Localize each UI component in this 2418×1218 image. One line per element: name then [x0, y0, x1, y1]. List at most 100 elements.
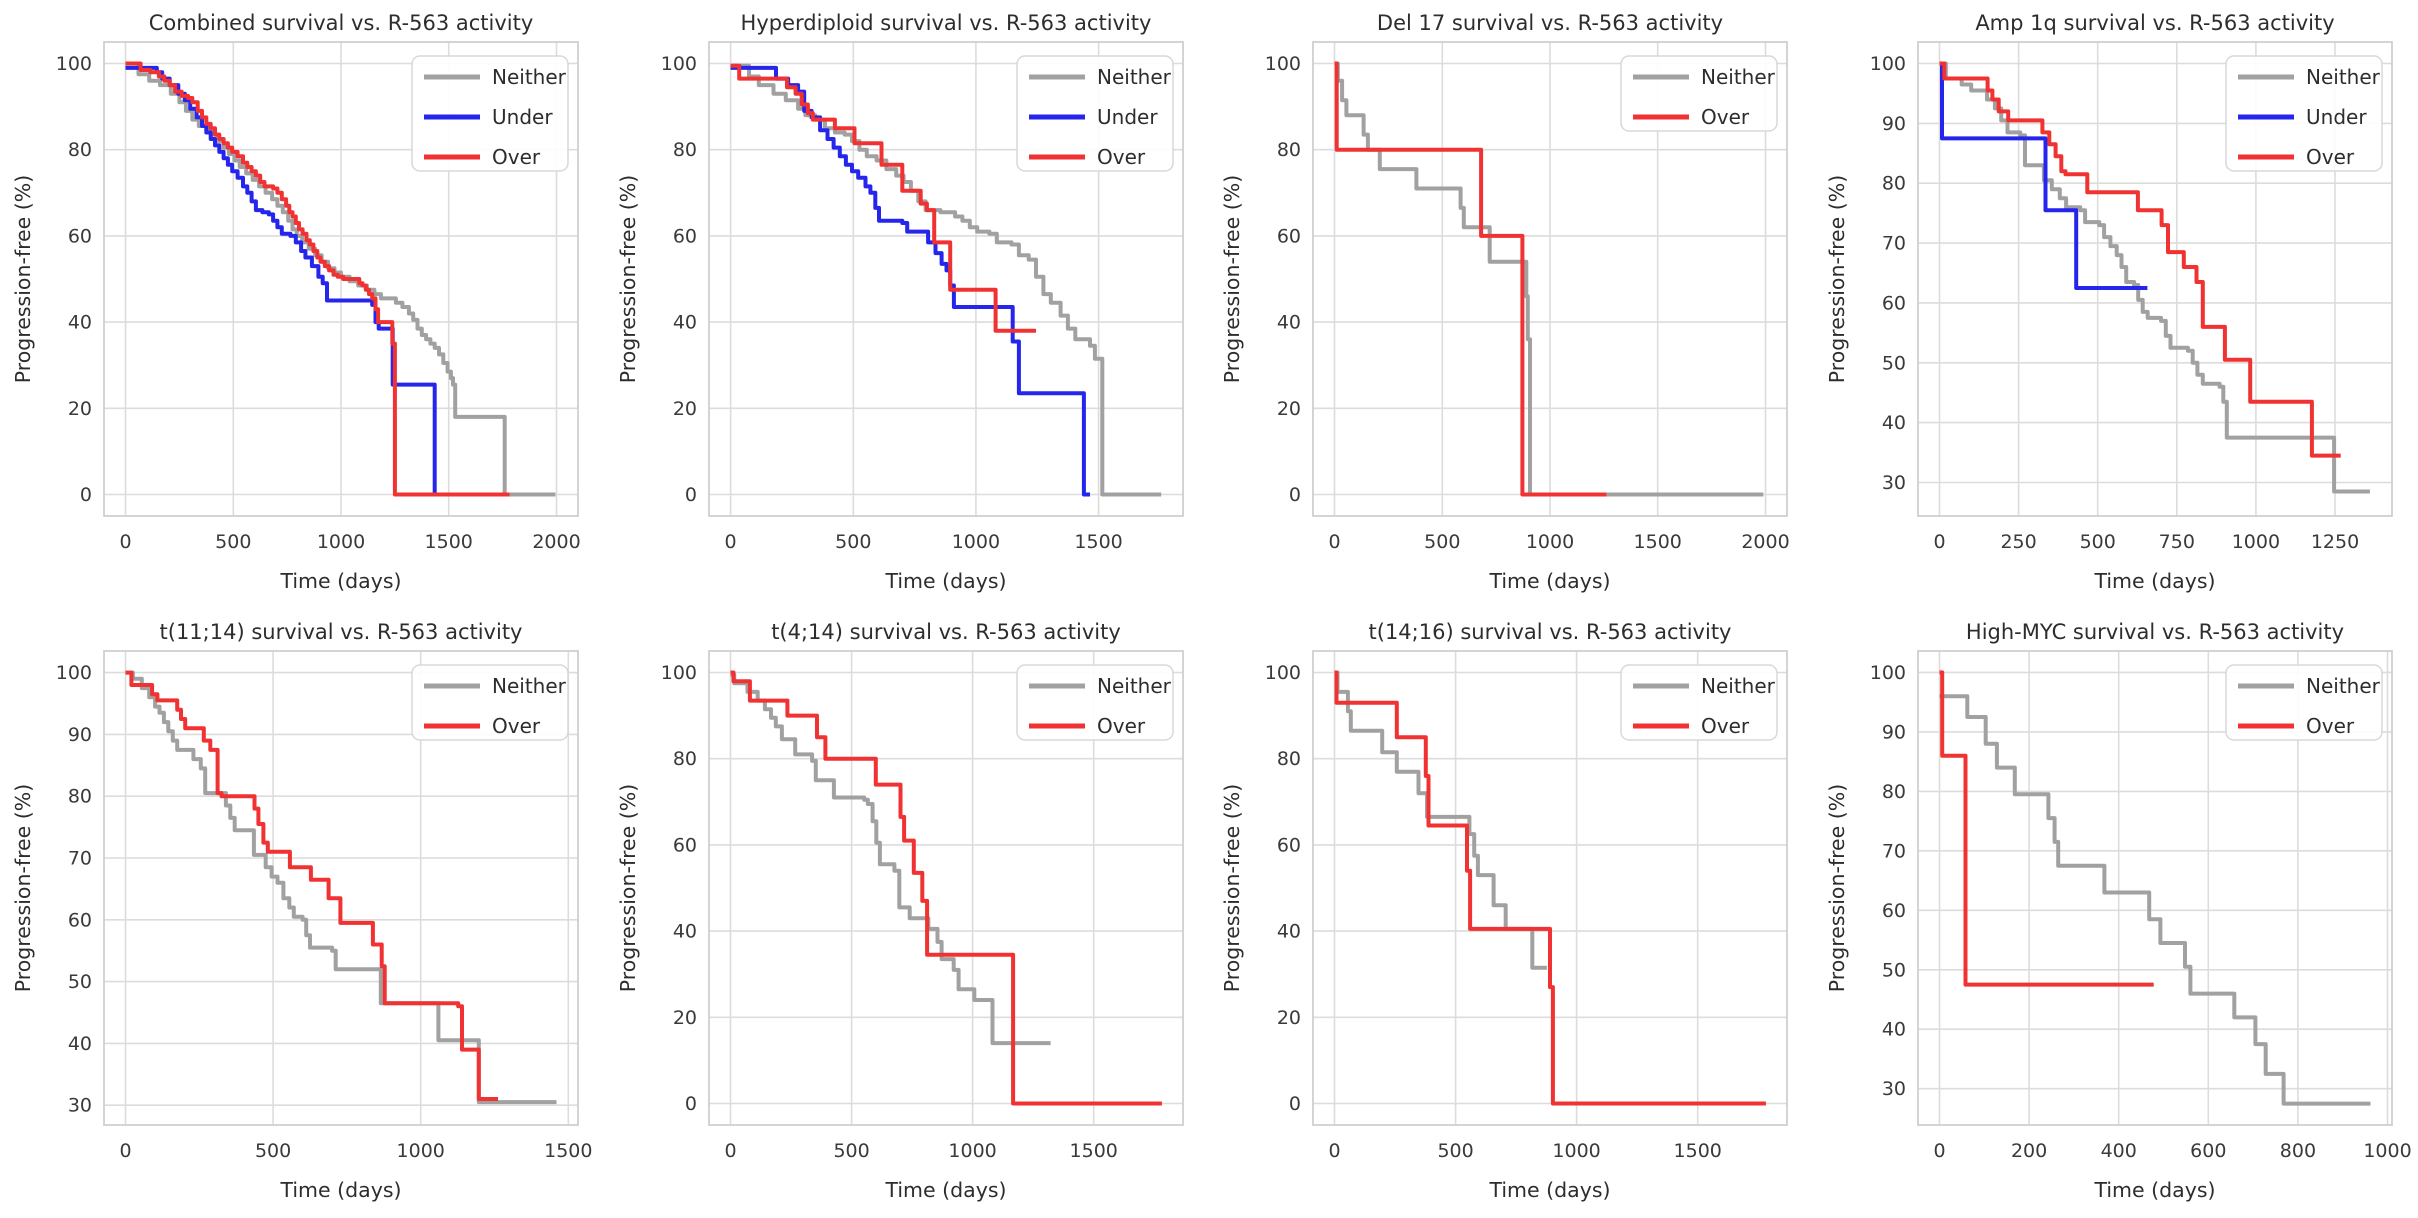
x-tick-label: 1500 [1069, 1140, 1117, 1162]
x-tick-label: 1000 [397, 1140, 445, 1162]
y-tick-label: 0 [1289, 484, 1301, 506]
curve-over-t14-16 [1334, 670, 1766, 1106]
legend-label-over: Over [492, 145, 541, 169]
x-tick-label: 500 [835, 531, 871, 553]
chart-canvas-t4-14: 0 500 1000 1500 0 20 40 60 80 100 t(4;14) survival… [616, 620, 1184, 1202]
y-tick-label: 100 [56, 53, 92, 75]
chart-title: t(14;16) survival vs. R-563 activity [1369, 620, 1732, 644]
y-tick-label: 50 [68, 971, 92, 993]
curve-under-combined [125, 65, 437, 495]
y-tick-label: 90 [68, 724, 92, 746]
chart-title: Del 17 survival vs. R-563 activity [1377, 11, 1723, 35]
y-tick-label: 40 [68, 312, 92, 334]
x-tick-label: 500 [1424, 531, 1460, 553]
y-tick-label: 80 [1881, 781, 1905, 803]
x-tick-label: 1500 [1074, 531, 1122, 553]
chart-title: High-MYC survival vs. R-563 activity [1965, 620, 2343, 644]
chart-title: t(4;14) survival vs. R-563 activity [771, 620, 1121, 644]
legend: Neither Over [1015, 664, 1174, 741]
x-tick-label: 1250 [2310, 531, 2358, 553]
x-tick-label: 1500 [1634, 531, 1682, 553]
curve-neither-t14-16 [1334, 670, 1547, 970]
plot-border [1312, 650, 1788, 1126]
legend: Neither Under Over [2224, 55, 2383, 172]
legend: Neither Over [2224, 664, 2383, 741]
curve-over-t4-14 [730, 670, 1162, 1106]
y-tick-label: 70 [68, 848, 92, 870]
curve-over-del17 [1334, 61, 1607, 497]
subplot-hyperdiploid: 0 500 1000 1500 0 20 40 60 80 100 Hyperdiploid sur… [605, 0, 1210, 609]
y-tick-label: 80 [672, 139, 696, 161]
y-axis-label: Progression-free (%) [1825, 784, 1849, 993]
y-tick-label: 40 [1881, 412, 1905, 434]
y-axis-label: Progression-free (%) [616, 175, 640, 384]
y-tick-label: 60 [1881, 900, 1905, 922]
y-tick-label: 0 [80, 484, 92, 506]
x-tick-label: 1500 [1674, 1140, 1722, 1162]
subplot-combined: 0 500 1000 1500 2000 0 20 40 60 80 100 Combined sur… [0, 0, 605, 609]
y-tick-label: 50 [1881, 352, 1905, 374]
y-tick-label: 40 [672, 921, 696, 943]
curve-under-amp1q [1939, 61, 2147, 290]
x-tick-label: 600 [2190, 1140, 2226, 1162]
legend: Neither Over [411, 664, 569, 741]
legend-label-neither: Neither [492, 65, 567, 89]
legend-label-neither: Neither [1701, 65, 1776, 89]
x-tick-label: 2000 [1741, 531, 1789, 553]
x-tick-label: 0 [724, 531, 736, 553]
legend-label-over: Over [1097, 714, 1146, 738]
x-tick-label: 0 [1328, 1140, 1340, 1162]
x-tick-label: 500 [215, 531, 251, 553]
x-tick-label: 1000 [951, 531, 999, 553]
curve-over-high-myc [1939, 670, 2154, 987]
subplot-t4-14: 0 500 1000 1500 0 20 40 60 80 100 t(4;14) survival… [605, 609, 1210, 1218]
y-tick-label: 100 [1869, 53, 1905, 75]
y-tick-label: 60 [672, 834, 696, 856]
y-tick-label: 80 [1277, 139, 1301, 161]
legend-label-over: Over [2306, 145, 2355, 169]
x-tick-label: 500 [2079, 531, 2115, 553]
chart-title: Hyperdiploid survival vs. R-563 activity [740, 11, 1151, 35]
legend-box [2224, 55, 2383, 172]
legend-label-over: Over [492, 714, 541, 738]
curve-neither-t4-14 [730, 672, 1051, 1046]
y-tick-label: 40 [1277, 312, 1301, 334]
y-tick-label: 20 [1277, 398, 1301, 420]
y-tick-label: 100 [1265, 662, 1301, 684]
y-tick-label: 30 [68, 1095, 92, 1117]
chart-canvas-hyperdiploid: 0 500 1000 1500 0 20 40 60 80 100 Hyperdiploid sur… [616, 11, 1184, 593]
y-tick-label: 60 [1277, 834, 1301, 856]
legend-label-neither: Neither [2306, 674, 2381, 698]
y-tick-label: 30 [1881, 1078, 1905, 1100]
plot-border [707, 41, 1184, 517]
x-tick-label: 0 [1328, 531, 1340, 553]
plot-border [1916, 41, 2393, 517]
chart-title: t(11;14) survival vs. R-563 activity [160, 620, 523, 644]
x-tick-label: 500 [833, 1140, 869, 1162]
y-tick-label: 80 [672, 748, 696, 770]
y-tick-label: 20 [672, 398, 696, 420]
subplot-t11-14: 0 500 1000 1500 30 40 50 60 70 80 90 100 t(11;14) su… [0, 609, 605, 1218]
subplot-t14-16: 0 500 1000 1500 0 20 40 60 80 100 t(14;16) surviva… [1209, 609, 1814, 1218]
x-tick-label: 1000 [1526, 531, 1574, 553]
x-tick-label: 500 [255, 1140, 291, 1162]
y-tick-label: 40 [1881, 1019, 1905, 1041]
x-axis-label: Time (days) [884, 1178, 1006, 1202]
x-tick-label: 1000 [1552, 1140, 1600, 1162]
x-axis-label: Time (days) [2093, 569, 2215, 593]
chart-canvas-combined: 0 500 1000 1500 2000 0 20 40 60 80 100 Combined sur… [11, 11, 581, 593]
subplot-del17: 0 500 1000 1500 2000 0 20 40 60 80 100 Del 17 survi… [1209, 0, 1814, 609]
y-tick-label: 40 [672, 312, 696, 334]
curve-over-hyperdiploid [730, 63, 1036, 333]
curve-neither-t11-14 [125, 670, 557, 1105]
y-tick-label: 0 [1289, 1093, 1301, 1115]
legend-box [411, 55, 569, 172]
curve-over-combined [125, 61, 510, 497]
y-axis-label: Progression-free (%) [1825, 175, 1849, 384]
legend-label-over: Over [2306, 714, 2355, 738]
x-tick-label: 0 [119, 1140, 131, 1162]
x-axis-label: Time (days) [279, 569, 401, 593]
legend-label-neither: Neither [1701, 674, 1776, 698]
